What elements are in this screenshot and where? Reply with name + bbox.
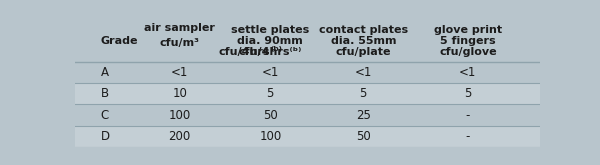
Text: 50: 50 bbox=[263, 109, 278, 122]
Text: C: C bbox=[101, 109, 109, 122]
Text: 100: 100 bbox=[259, 130, 281, 143]
Text: glove print: glove print bbox=[434, 25, 502, 35]
Text: dia. 55mm: dia. 55mm bbox=[331, 36, 396, 46]
Text: 10: 10 bbox=[172, 87, 187, 100]
Text: (b): (b) bbox=[271, 46, 283, 51]
Text: <1: <1 bbox=[171, 66, 188, 79]
Bar bbox=[75, 104, 540, 126]
Text: B: B bbox=[101, 87, 109, 100]
Text: <1: <1 bbox=[355, 66, 372, 79]
Text: 50: 50 bbox=[356, 130, 371, 143]
Text: cfu/plate: cfu/plate bbox=[335, 47, 391, 57]
Text: <1: <1 bbox=[459, 66, 476, 79]
Text: Grade: Grade bbox=[101, 36, 138, 46]
Text: 5: 5 bbox=[359, 87, 367, 100]
Text: settle plates: settle plates bbox=[231, 25, 310, 35]
Text: -: - bbox=[466, 130, 470, 143]
Text: 25: 25 bbox=[356, 109, 371, 122]
Bar bbox=[75, 62, 540, 83]
Text: dia. 90mm: dia. 90mm bbox=[238, 36, 303, 46]
Text: A: A bbox=[101, 66, 109, 79]
Text: 100: 100 bbox=[169, 109, 191, 122]
Text: 200: 200 bbox=[169, 130, 191, 143]
Text: D: D bbox=[101, 130, 110, 143]
Text: cfu/m³: cfu/m³ bbox=[160, 38, 200, 49]
Bar bbox=[75, 83, 540, 105]
Text: <1: <1 bbox=[262, 66, 279, 79]
Text: contact plates: contact plates bbox=[319, 25, 408, 35]
Text: 5: 5 bbox=[464, 87, 472, 100]
Text: cfu/glove: cfu/glove bbox=[439, 47, 497, 57]
Text: air sampler: air sampler bbox=[144, 23, 215, 33]
Text: cfu/4hrs⁽ᵇ⁾: cfu/4hrs⁽ᵇ⁾ bbox=[239, 47, 302, 57]
Text: 5: 5 bbox=[266, 87, 274, 100]
Text: -: - bbox=[466, 109, 470, 122]
Text: 5 fingers: 5 fingers bbox=[440, 36, 496, 46]
Bar bbox=[75, 126, 540, 147]
Text: cfu/4hrs: cfu/4hrs bbox=[219, 47, 270, 57]
